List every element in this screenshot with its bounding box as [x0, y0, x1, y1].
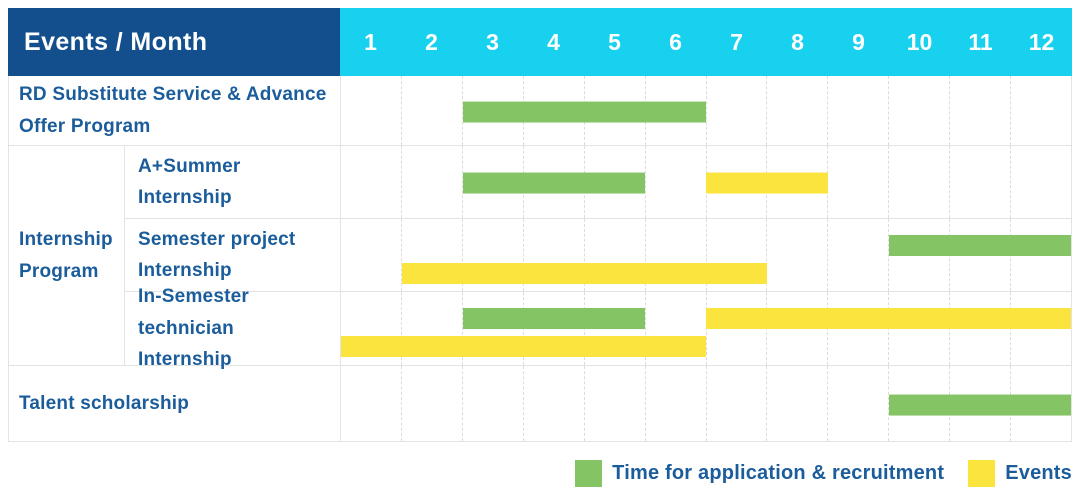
table-row: Semester project Internship	[125, 218, 1071, 291]
month-header-3: 3	[486, 28, 499, 55]
events-month-header-cell: Events / Month	[8, 8, 340, 76]
row-label-text: A+Summer Internship	[138, 155, 241, 208]
grid-column-month-3	[461, 146, 523, 218]
grid-column-month-9	[827, 76, 888, 145]
grid-column-month-3	[461, 366, 523, 441]
month-header-5: 5	[608, 28, 621, 55]
table-header-row: Events / Month 1 2 3 4 5 6 7 8 9 10 11 12	[8, 8, 1072, 76]
bar-application-row2-m10-m12	[888, 235, 1071, 256]
month-header-12: 12	[1028, 28, 1055, 55]
grid-column-month-6	[644, 219, 706, 291]
table-row: A+Summer Internship	[125, 146, 1071, 218]
grid-column-month-12	[1010, 146, 1071, 218]
bar-event-row3-m7-m12	[706, 308, 1071, 329]
grid-column-month-3	[461, 219, 523, 291]
grid-column-month-8	[766, 76, 827, 145]
bar-application-row3-m3-m5	[462, 308, 646, 329]
grid-column-month-2	[400, 219, 462, 291]
month-header-10: 10	[906, 28, 933, 55]
grid-column-month-5	[583, 219, 645, 291]
grid-column-month-11	[949, 76, 1010, 145]
month-header-4: 4	[547, 28, 560, 55]
bar-application-row1-m3-m5	[462, 172, 646, 194]
row-label: A+Summer Internship	[125, 146, 341, 218]
chart-cell	[341, 76, 1071, 145]
row-label: In-Semester technician Internship	[125, 286, 341, 370]
legend-label-event: Events	[1005, 461, 1072, 484]
month-header-1: 1	[364, 28, 377, 55]
chart-cell	[341, 292, 1071, 365]
table-body: RD Substitute Service & Advance Offer Pr…	[8, 76, 1072, 442]
group-label: Internship Program	[9, 146, 125, 365]
bar-event-row1-m7-m8	[706, 172, 828, 194]
month-header-9: 9	[852, 28, 865, 55]
grid-column-month-2	[400, 146, 462, 218]
grid-column-month-1	[341, 366, 401, 441]
row-label-text: In-Semester technician Internship	[138, 286, 249, 371]
events-month-header-label: Events / Month	[24, 27, 208, 56]
bar-event-row2-m2-m7	[401, 263, 767, 284]
month-header-8: 8	[791, 28, 804, 55]
grid-column-month-9	[827, 366, 888, 441]
grid-column-month-7	[705, 366, 767, 441]
grid-column-month-8	[766, 219, 827, 291]
row-label-text: Talent scholarship	[19, 392, 190, 414]
grid-column-month-1	[341, 146, 401, 218]
grid-column-month-11	[949, 146, 1010, 218]
legend: Time for application & recruitment Events	[575, 455, 1072, 491]
grid-column-month-9	[827, 219, 888, 291]
grid-column-month-4	[522, 219, 584, 291]
grid-column-month-3	[461, 76, 523, 145]
bar-application-row0-m3-m6	[462, 101, 706, 123]
row-label-text: RD Substitute Service & Advance Offer Pr…	[19, 84, 327, 137]
group-row: Internship Program A+Summer Internship Sem…	[9, 145, 1071, 370]
grid-column-month-9	[827, 146, 888, 218]
legend-swatch-application	[575, 459, 603, 487]
legend-label-application: Time for application & recruitment	[612, 461, 945, 484]
grid-column-month-1	[341, 219, 401, 291]
grid-column-month-10	[888, 146, 949, 218]
grid-column-month-7	[705, 219, 767, 291]
row-label-text: Semester project Internship	[138, 228, 296, 281]
grid-column-month-12	[1010, 76, 1071, 145]
grid-column-month-2	[400, 366, 462, 441]
month-header-6: 6	[669, 28, 682, 55]
month-header-7: 7	[730, 28, 743, 55]
months-header: 1 2 3 4 5 6 7 8 9 10 11 12	[340, 8, 1072, 76]
row-label: Talent scholarship	[9, 366, 341, 441]
table-row: RD Substitute Service & Advance Offer Pr…	[9, 76, 1071, 145]
group-sub-rows: A+Summer Internship Semester project Inte…	[125, 146, 1071, 370]
grid-column-month-6	[644, 146, 706, 218]
chart-cell	[341, 219, 1071, 291]
grid-column-month-3	[461, 292, 523, 365]
bar-event-row3-m1-m6	[341, 336, 706, 357]
grid-column-month-8	[766, 366, 827, 441]
legend-swatch-event	[968, 459, 996, 487]
table-row: In-Semester technician Internship	[125, 286, 1071, 370]
legend-item-application: Time for application & recruitment	[575, 459, 945, 487]
grid-column-month-7	[705, 76, 767, 145]
grid-column-month-10	[888, 76, 949, 145]
chart-cell	[341, 146, 1071, 218]
month-header-11: 11	[968, 28, 993, 55]
grid-column-month-4	[522, 366, 584, 441]
grid-column-month-2	[400, 292, 462, 365]
grid-column-month-2	[400, 76, 462, 145]
table-row: Talent scholarship	[9, 365, 1071, 441]
chart-cell	[341, 366, 1071, 441]
bar-application-row4-m10-m12	[888, 394, 1071, 416]
grid-column-month-6	[644, 366, 706, 441]
row-label: Semester project Internship	[125, 219, 341, 291]
schedule-table: Events / Month 1 2 3 4 5 6 7 8 9 10 11 12 RD Substi…	[8, 8, 1072, 442]
row-label: RD Substitute Service & Advance Offer Pr…	[9, 76, 341, 145]
legend-item-event: Events	[968, 459, 1072, 487]
grid-column-month-1	[341, 76, 401, 145]
month-header-2: 2	[425, 28, 438, 55]
grid-column-month-5	[583, 366, 645, 441]
group-label-text: Internship Program	[19, 229, 113, 282]
